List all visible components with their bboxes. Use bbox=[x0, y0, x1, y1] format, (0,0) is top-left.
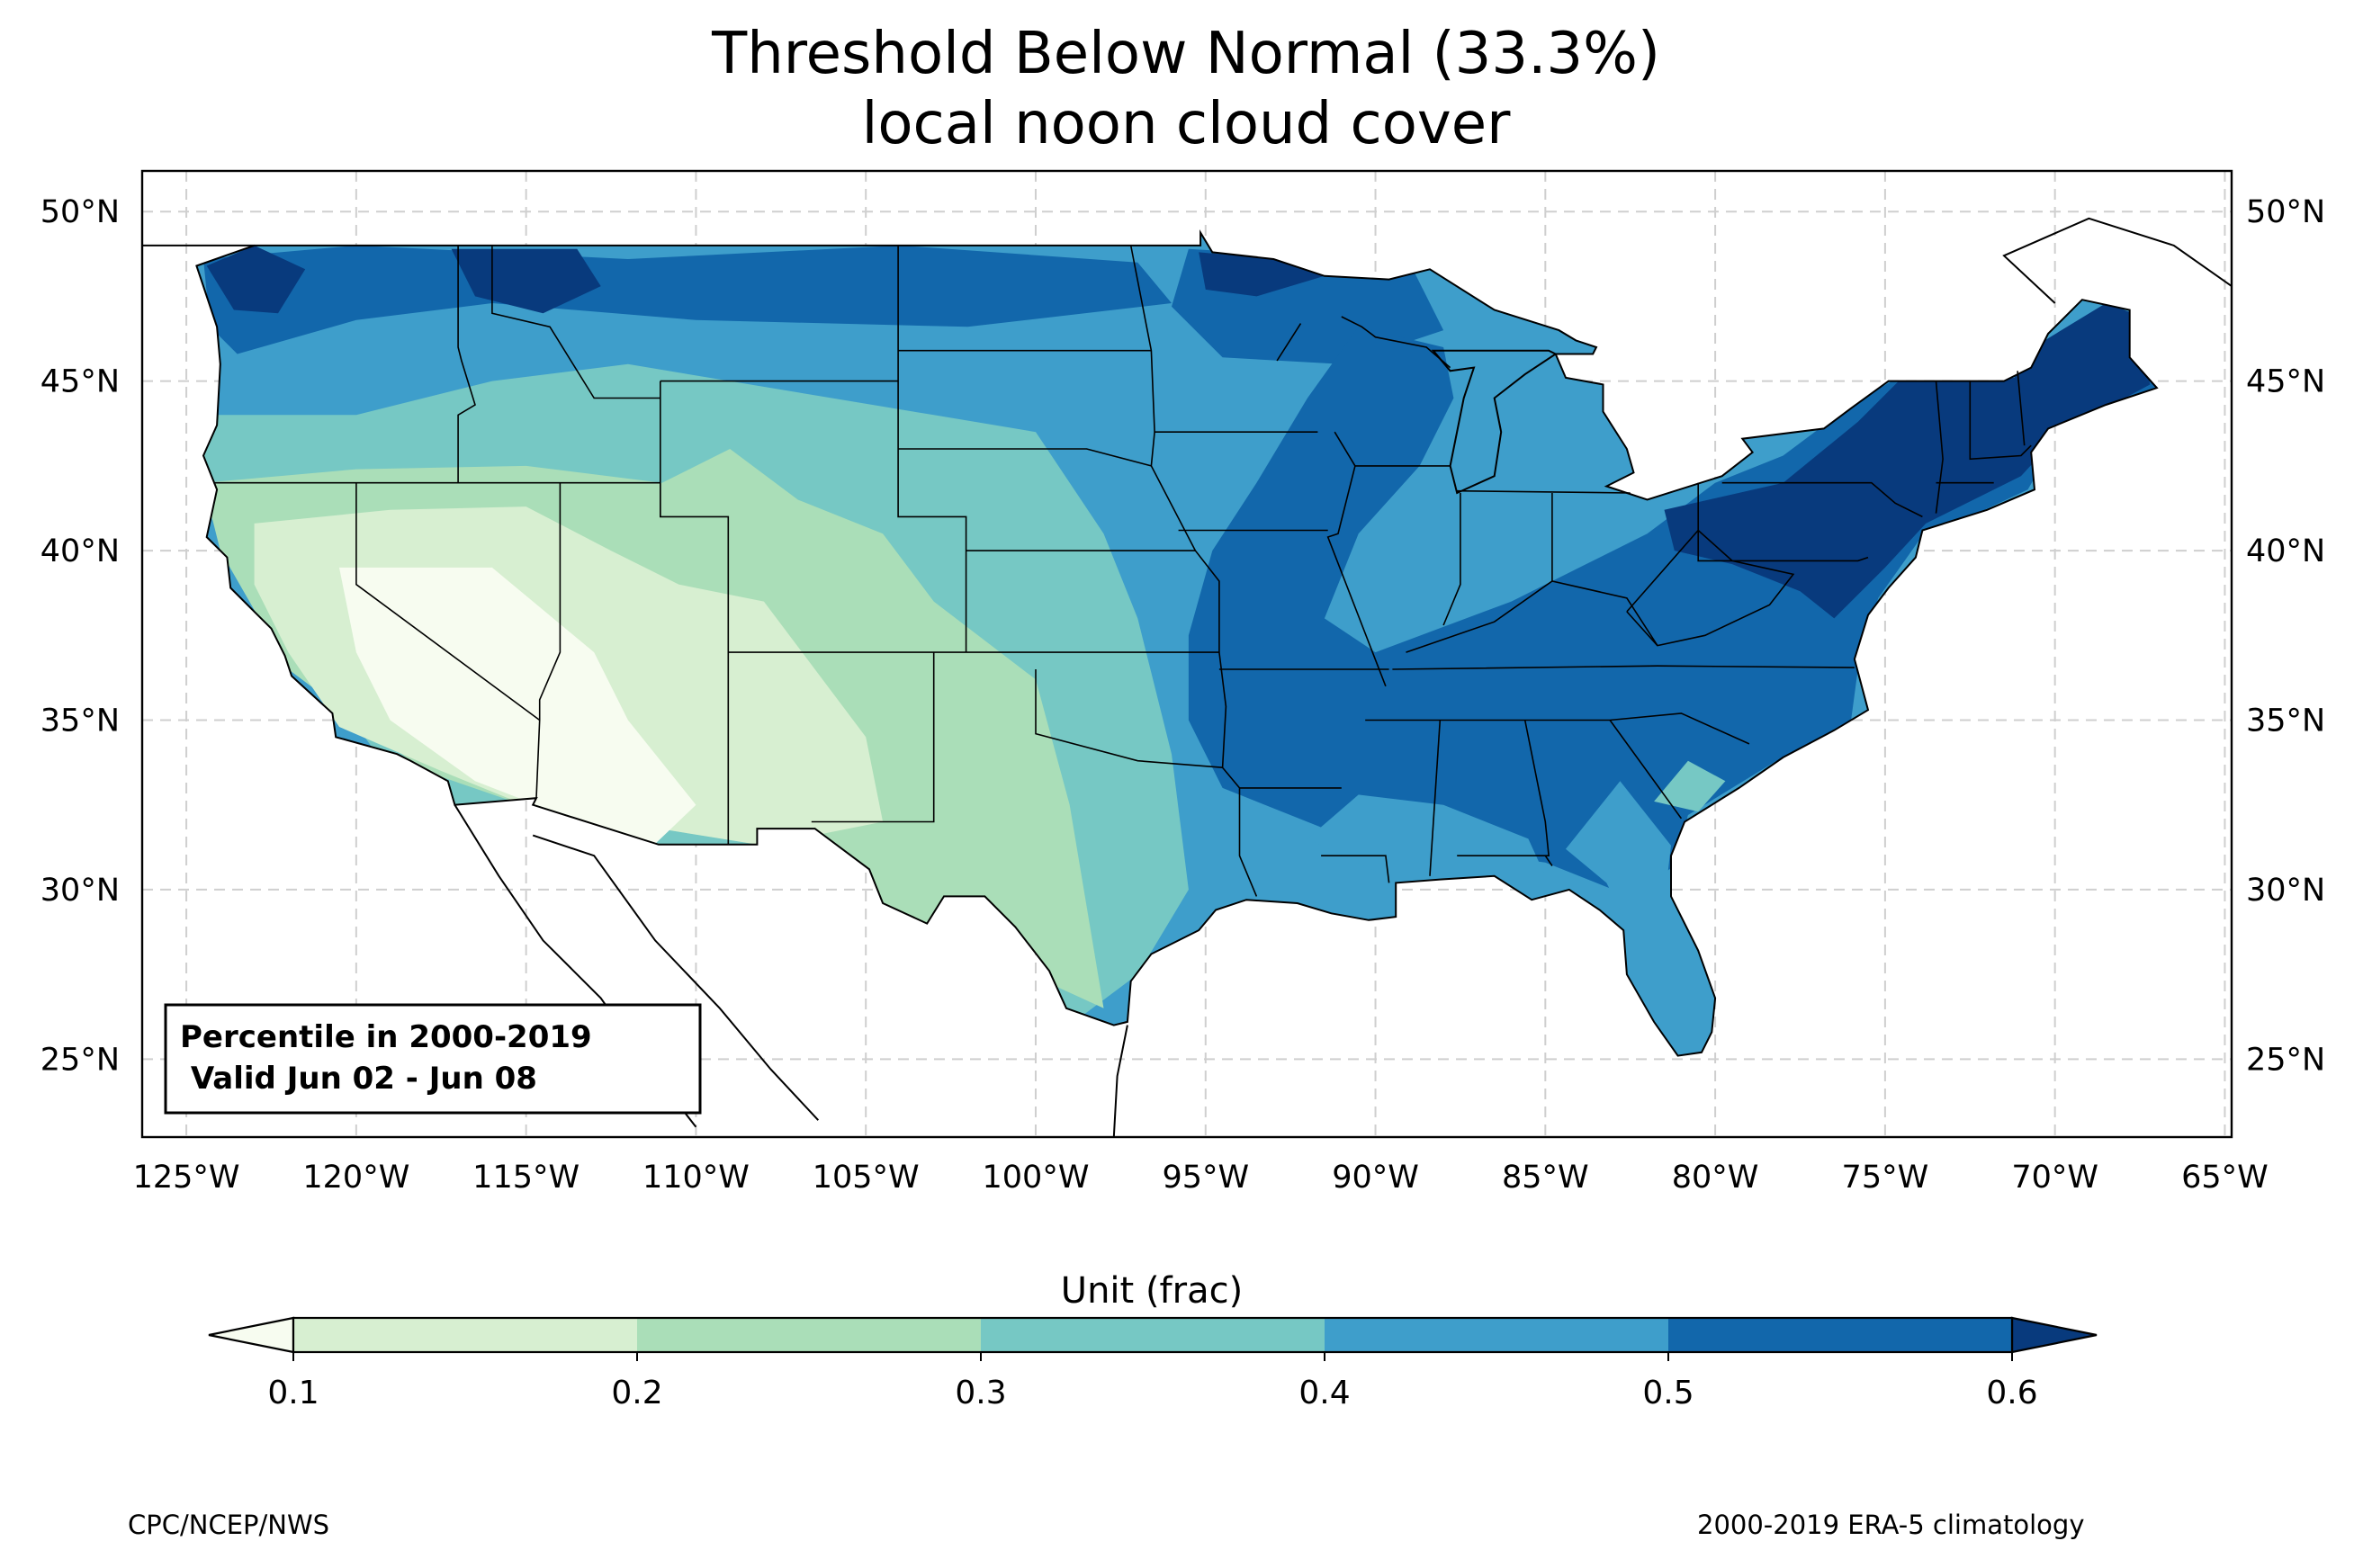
state-border bbox=[1129, 245, 1258, 897]
info-box-line2: Valid Jun 02 - Jun 08 bbox=[180, 1061, 537, 1097]
colorbar-tick-label: 0.4 bbox=[1298, 1375, 1350, 1411]
state-border bbox=[355, 482, 541, 799]
state-border bbox=[1626, 529, 1795, 647]
state-border bbox=[1341, 316, 1451, 369]
colorbar-tick-label: 0.5 bbox=[1642, 1375, 1694, 1411]
state-border bbox=[1721, 481, 1923, 518]
state-border bbox=[1697, 482, 1869, 562]
lat-tick-label: 35°N bbox=[2246, 703, 2325, 739]
colorbar-frame bbox=[292, 1316, 2014, 1354]
contour-region-0.3-0.4 bbox=[1654, 760, 1726, 812]
lat-tick-label: 40°N bbox=[40, 533, 120, 569]
colorbar-segment-0.2-0.3 bbox=[637, 1318, 982, 1352]
state-border bbox=[811, 652, 935, 823]
map-subtitle: local noon cloud cover bbox=[861, 91, 1511, 157]
colorbar-label: Unit (frac) bbox=[1061, 1270, 1243, 1312]
state-border bbox=[1392, 665, 1855, 670]
contour-region-0.4-0.5 bbox=[1566, 781, 1705, 1039]
info-box-line1: Percentile in 2000-2019 bbox=[180, 1019, 592, 1055]
lon-tick-label: 100°W bbox=[983, 1160, 1090, 1196]
colorbar-tick-label: 0.1 bbox=[267, 1375, 319, 1411]
contour-region-over bbox=[451, 248, 601, 314]
map-frame bbox=[140, 169, 2233, 1139]
mexico-coastline bbox=[532, 834, 820, 1121]
state-border bbox=[1609, 720, 1683, 820]
state-border bbox=[898, 448, 1152, 467]
climatology-note: 2000-2019 ERA-5 climatology bbox=[1697, 1510, 2085, 1540]
lon-tick-label: 65°W bbox=[2181, 1160, 2269, 1196]
state-border bbox=[1457, 720, 1550, 856]
state-border bbox=[1544, 855, 1553, 866]
conus-coastline bbox=[195, 229, 2159, 1057]
colorbar-under-extension bbox=[208, 1316, 295, 1354]
lon-tick-label: 70°W bbox=[2011, 1160, 2098, 1196]
lon-tick-label: 95°W bbox=[1162, 1160, 1249, 1196]
colorbar-segment-0.5-0.6 bbox=[1668, 1318, 2013, 1352]
contour-region-over bbox=[1664, 303, 2151, 619]
info-box: Percentile in 2000-2019 Valid Jun 02 - J… bbox=[164, 1003, 702, 1115]
latitude-tick-labels-right: 50°N 45°N 40°N 35°N 30°N 25°N bbox=[2246, 194, 2325, 1078]
lat-tick-label: 45°N bbox=[2246, 364, 2325, 400]
lat-tick-label: 50°N bbox=[2246, 194, 2325, 230]
colorbar-tick-label: 0.6 bbox=[1986, 1375, 2037, 1411]
longitude-tick-labels: 125°W 120°W 115°W 110°W 105°W 100°W 95°W 90°W 85… bbox=[133, 1160, 2269, 1196]
cloud-cover-field bbox=[196, 232, 2157, 1056]
state-border bbox=[1035, 669, 1223, 768]
lat-tick-label: 30°N bbox=[2246, 873, 2325, 909]
state-border bbox=[1276, 323, 1302, 362]
lon-tick-label: 125°W bbox=[133, 1160, 240, 1196]
state-border bbox=[491, 245, 660, 399]
state-border bbox=[2017, 371, 2026, 446]
lat-tick-label: 45°N bbox=[40, 364, 120, 400]
lat-tick-label: 35°N bbox=[40, 703, 120, 739]
contour-region-under bbox=[339, 567, 696, 844]
state-border bbox=[538, 482, 562, 721]
state-border bbox=[1442, 493, 1461, 626]
lon-tick-label: 115°W bbox=[472, 1160, 580, 1196]
lon-tick-label: 105°W bbox=[813, 1160, 920, 1196]
colorbar-tick-label: 0.2 bbox=[611, 1375, 662, 1411]
contour-region-0.4-0.5 bbox=[1307, 794, 1546, 880]
colorbar: Unit (frac) 0.1 0.2 0.3 0.4 0.5 0.6 bbox=[208, 1270, 2098, 1411]
lat-tick-label: 50°N bbox=[40, 194, 120, 230]
latitude-tick-labels-left: 50°N 45°N 40°N 35°N 30°N 25°N bbox=[40, 194, 120, 1078]
state-border bbox=[457, 245, 476, 483]
contour-region-over bbox=[1199, 252, 1325, 297]
map-title: Threshold Below Normal (33.3%) bbox=[712, 21, 1660, 87]
state-border bbox=[1429, 720, 1442, 876]
st-lawrence-coastline bbox=[2002, 217, 2232, 304]
contour-region-0.5-0.6 bbox=[203, 245, 1172, 354]
lat-tick-label: 40°N bbox=[2246, 533, 2325, 569]
colorbar-segment-0.4-0.5 bbox=[1325, 1318, 1669, 1352]
lat-tick-label: 30°N bbox=[40, 873, 120, 909]
lon-tick-label: 110°W bbox=[642, 1160, 750, 1196]
state-border bbox=[1457, 489, 1631, 494]
state-border bbox=[1321, 855, 1390, 883]
lon-tick-label: 120°W bbox=[302, 1160, 409, 1196]
colorbar-over-extension bbox=[2010, 1316, 2098, 1354]
gulf-coastline bbox=[1112, 1025, 1128, 1137]
state-border bbox=[1969, 381, 2032, 461]
state-border bbox=[1406, 580, 1658, 653]
state-border bbox=[660, 381, 730, 845]
state-borders bbox=[213, 245, 2032, 897]
lon-tick-label: 75°W bbox=[1842, 1160, 1929, 1196]
source-credit: CPC/NCEP/NWS bbox=[128, 1510, 330, 1540]
coastlines bbox=[142, 217, 2232, 1137]
lat-tick-label: 25°N bbox=[2246, 1042, 2325, 1078]
lon-tick-label: 85°W bbox=[1502, 1160, 1589, 1196]
state-border bbox=[1326, 431, 1387, 687]
contour-region-over bbox=[206, 245, 306, 314]
lat-tick-label: 25°N bbox=[40, 1042, 120, 1078]
state-border bbox=[1935, 381, 1944, 514]
lon-tick-label: 90°W bbox=[1332, 1160, 1419, 1196]
colorbar-segment-0.1-0.2 bbox=[293, 1318, 638, 1352]
lon-tick-label: 80°W bbox=[1672, 1160, 1759, 1196]
colorbar-tick-label: 0.3 bbox=[955, 1375, 1006, 1411]
colorbar-segment-0.3-0.4 bbox=[981, 1318, 1325, 1352]
